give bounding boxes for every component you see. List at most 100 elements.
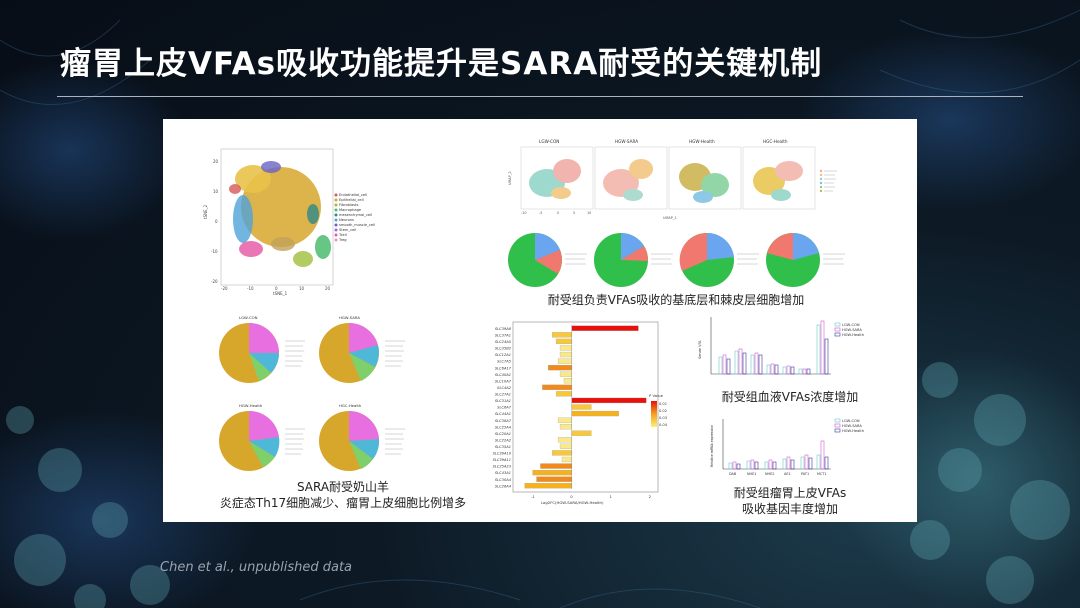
figure-panel: tSNE_1 tSNE_2 -20 -10 0 10 20 20 10 0 -1… <box>163 119 917 522</box>
gene-caption-line1: 耐受组瘤胃上皮VFAs <box>733 486 847 500</box>
gene-bar <box>557 417 572 423</box>
gene-bar <box>571 410 619 417</box>
pvalue-legend-value: 0.03 <box>659 416 667 420</box>
tsne-xtick: -20 <box>221 286 228 291</box>
gene-bar <box>559 424 572 430</box>
gene-bar-label: SLC7A5 <box>497 360 512 364</box>
gene-expr-category: DAB <box>729 472 737 476</box>
pvalue-legend: P Value 0.01 0.02 0.03 0.04 <box>649 393 668 427</box>
tsne-legend-item: Tcell <box>338 233 347 237</box>
gene-bar <box>563 378 572 384</box>
umap-xlabel: UMAP_1 <box>663 216 677 220</box>
gene-bar-xtick: 1 <box>609 494 612 499</box>
gene-expr-category: PAT1 <box>801 472 809 476</box>
umap-pies <box>508 232 845 287</box>
gene-bar-label: SLC6A17 <box>495 366 512 370</box>
small-pie-1 <box>219 323 279 383</box>
small-pie-2 <box>319 322 379 383</box>
pvalue-legend-value: 0.02 <box>659 409 667 413</box>
tsne-legend-item: Macrophage <box>339 208 362 212</box>
gene-bar <box>571 404 592 410</box>
gene-bar-label: SLC4A2 <box>497 386 512 390</box>
gene-bar-label: SLC25A4 <box>495 425 512 429</box>
blood-legend-item: HGW-SARA <box>842 328 862 332</box>
gene-expr-category: MCT1 <box>817 472 827 476</box>
gene-bar-label: SLC40A1 <box>495 373 511 377</box>
gene-bar <box>571 325 639 331</box>
gene-expr-legend-item: HGW-Health <box>842 429 864 433</box>
small-pie-label: HGC-Health <box>339 403 362 408</box>
umap-legend <box>819 169 837 193</box>
umap-panel-title: HGW-SARA <box>615 139 638 144</box>
gene-bar-marks <box>524 325 647 489</box>
tsne-ytick: 20 <box>213 159 219 164</box>
small-pie-3 <box>219 410 280 471</box>
small-pie-4 <box>319 410 380 471</box>
gene-bar-label: SLC20A1 <box>495 432 511 436</box>
tsne-ytick: -10 <box>211 249 218 254</box>
blood-legend-item: LGW-CON <box>842 323 860 327</box>
gene-bar <box>559 371 572 377</box>
gene-bar <box>540 463 572 469</box>
gene-bar-labels: SLC39A8 SLC37A1 SLC24A5 SLC35B2 SLC12A1 SLC7A… <box>493 327 512 488</box>
gene-bar-label: SLC39A8 <box>495 327 512 331</box>
pvalue-legend-value: 0.01 <box>659 402 667 406</box>
umap-pie-1 <box>508 233 562 287</box>
gene-expression-chart: Relative mRNA expression DAB NHE1 NHE2 A… <box>710 418 864 476</box>
pvalue-legend-value: 0.04 <box>659 423 668 427</box>
tsne-legend-item: Stem_cell <box>339 228 356 232</box>
gene-bar <box>552 332 572 338</box>
gene-bar-chart: SLC39A8 SLC37A1 SLC24A5 SLC35B2 SLC12A1 SLC7A… <box>493 321 668 505</box>
tsne-legend-item: Treg <box>338 238 347 242</box>
tsne-xtick: 20 <box>325 286 331 291</box>
gene-expr-ylabel: Relative mRNA expression <box>710 425 714 467</box>
gene-bar <box>557 437 572 443</box>
gene-bar-label: SLC30A4 <box>495 478 512 482</box>
tsne-ytick: 10 <box>213 189 219 194</box>
tsne-legend: Endothelial_cell Epithelial_cell Fibrobl… <box>334 193 375 242</box>
gene-bar <box>557 358 572 364</box>
umap-panel-title: HGW-Health <box>689 139 715 144</box>
gene-bar <box>536 476 572 482</box>
umap-panel-title: LGW-CON <box>539 139 559 144</box>
blood-vfa-chart: Serum VFA LGW-CON HGW-SARA HGW-Health <box>698 317 864 375</box>
tsne-legend-item: smooth_muscle_cell <box>339 223 375 227</box>
gene-bar-label: SLC12A1 <box>495 353 511 357</box>
umap-panel-title: HGC-Health <box>763 139 788 144</box>
tsne-xtick: 0 <box>275 286 278 291</box>
tsne-legend-item: mesenchymal_cell <box>339 213 372 217</box>
pvalue-legend-title: P Value <box>649 393 664 398</box>
blood-legend-item: HGW-Health <box>842 333 864 337</box>
gene-bar-xtick: 0 <box>570 494 573 499</box>
tsne-xtick: -10 <box>247 286 254 291</box>
tsne-plot: tSNE_1 tSNE_2 -20 -10 0 10 20 20 10 0 -1… <box>203 148 375 296</box>
umap-pie-2 <box>594 233 649 287</box>
umap-pie-3 <box>679 232 734 287</box>
umap-ylabel: UMAP_2 <box>508 171 512 185</box>
umap-plots: LGW-CON HGW-SARA HGW-Health HGC-Health <box>508 139 837 220</box>
gene-bar-label: SLC39A11 <box>493 458 511 462</box>
gene-bar <box>532 469 572 476</box>
gene-bar-label: SLC43A1 <box>495 471 511 475</box>
tsne-xlabel: tSNE_1 <box>273 291 288 296</box>
gene-bar-xtick: -1 <box>531 494 535 499</box>
gene-expr-legend-item: HGW-SARA <box>842 424 862 428</box>
gene-bar-label: SLC31A1 <box>495 399 511 403</box>
umap-xtick: -5 <box>539 211 542 215</box>
umap-pie-4 <box>766 233 820 287</box>
gene-expr-category: AE1 <box>784 472 791 476</box>
gene-bar <box>555 338 572 345</box>
gene-bar-xtick: 2 <box>649 494 652 499</box>
gene-expr-category: NHE2 <box>765 472 774 476</box>
gene-expr-category: NHE1 <box>747 472 756 476</box>
small-pie-label: HGW-SARA <box>339 315 360 320</box>
gene-bar <box>524 483 572 489</box>
umap-xtick: 0 <box>557 211 559 215</box>
gene-bar <box>542 384 572 390</box>
gene-bar-label: SLC22A2 <box>495 438 512 442</box>
gene-bar <box>559 443 572 449</box>
blood-legend: LGW-CON HGW-SARA HGW-Health <box>834 322 864 337</box>
gene-bar <box>559 351 572 358</box>
blood-caption: 耐受组血液VFAs浓度增加 <box>721 390 859 404</box>
tsne-legend-item: Neurons <box>339 218 354 222</box>
